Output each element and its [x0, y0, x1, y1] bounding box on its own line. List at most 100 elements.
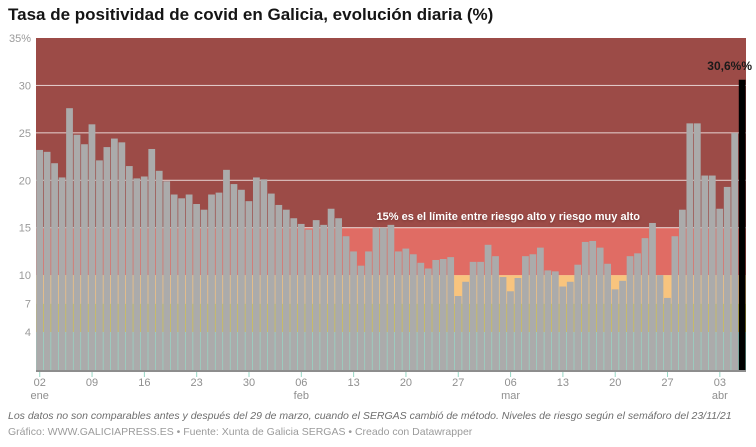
y-axis-tick-label: 15: [19, 223, 31, 235]
bar[interactable]: [619, 280, 626, 370]
bar[interactable]: [275, 204, 283, 370]
bar[interactable]: [417, 262, 425, 370]
bar[interactable]: [155, 170, 163, 370]
bar[interactable]: [357, 265, 365, 370]
bar[interactable]: [327, 208, 335, 370]
bar[interactable]: [88, 124, 96, 370]
bar[interactable]: [484, 244, 492, 370]
bar[interactable]: [611, 289, 619, 370]
bar[interactable]: [439, 259, 447, 370]
bar[interactable]: [215, 192, 223, 370]
bar[interactable]: [260, 179, 268, 370]
bar[interactable]: [312, 220, 320, 370]
bar[interactable]: [551, 271, 559, 370]
bar[interactable]: [596, 247, 604, 370]
bar[interactable]: [641, 238, 649, 370]
bar[interactable]: [103, 147, 111, 370]
bar[interactable]: [693, 123, 701, 371]
x-axis-day-label: 02: [34, 377, 46, 389]
bar[interactable]: [297, 223, 305, 370]
bar[interactable]: [656, 275, 664, 370]
bar[interactable]: [536, 247, 544, 370]
bar[interactable]: [163, 181, 171, 370]
bar[interactable]: [305, 229, 313, 370]
bar[interactable]: [701, 175, 709, 370]
bar[interactable]: [282, 209, 290, 370]
bar[interactable]: [469, 261, 477, 370]
bar[interactable]: [185, 194, 193, 370]
bar[interactable]: [454, 296, 462, 370]
bar[interactable]: [514, 277, 522, 370]
bar[interactable]: [387, 224, 395, 370]
bar[interactable]: [140, 176, 148, 370]
bar[interactable]: [671, 236, 679, 370]
bar[interactable]: [81, 144, 88, 370]
bar[interactable]: [626, 256, 634, 370]
bar[interactable]: [731, 132, 739, 370]
bar[interactable]: [36, 149, 44, 370]
bar[interactable]: [170, 194, 178, 370]
bar[interactable]: [342, 236, 350, 370]
bar[interactable]: [365, 251, 372, 370]
bar[interactable]: [604, 263, 612, 370]
bar[interactable]: [678, 209, 686, 370]
bar[interactable]: [574, 264, 582, 370]
bar[interactable]: [73, 134, 81, 370]
bar[interactable]: [96, 160, 103, 370]
bar[interactable]: [566, 281, 574, 370]
bar[interactable]: [723, 186, 731, 370]
bar[interactable]: [238, 189, 245, 370]
bar[interactable]: [522, 256, 529, 370]
bar[interactable]: [634, 253, 641, 370]
bar[interactable]: [51, 163, 58, 370]
bar[interactable]: [350, 251, 357, 370]
bar[interactable]: [499, 277, 507, 370]
bar[interactable]: [686, 123, 694, 371]
bar[interactable]: [58, 177, 66, 370]
bar[interactable]: [125, 166, 133, 370]
bar[interactable]: [380, 227, 387, 370]
bar[interactable]: [462, 281, 470, 370]
bar[interactable]: [290, 218, 298, 370]
bar[interactable]: [507, 291, 514, 370]
bar[interactable]: [424, 268, 432, 371]
bar[interactable]: [649, 222, 656, 370]
bar[interactable]: [335, 218, 342, 370]
bar[interactable]: [252, 177, 260, 370]
bar[interactable]: [447, 257, 455, 370]
bar[interactable]: [664, 297, 671, 370]
highlighted-bar[interactable]: [738, 79, 746, 371]
bar[interactable]: [110, 138, 118, 370]
bar[interactable]: [581, 241, 589, 370]
bar[interactable]: [716, 208, 724, 370]
bar[interactable]: [544, 270, 552, 370]
bar[interactable]: [267, 193, 275, 370]
bar[interactable]: [66, 108, 73, 370]
bar[interactable]: [432, 259, 440, 370]
x-axis-day-label: 09: [86, 377, 98, 389]
bar[interactable]: [208, 194, 215, 370]
bar[interactable]: [193, 204, 200, 370]
bar[interactable]: [245, 201, 253, 370]
chart-notes: Los datos no son comparables antes y des…: [8, 410, 732, 422]
bar[interactable]: [409, 254, 417, 370]
bar[interactable]: [178, 198, 186, 370]
bar[interactable]: [118, 142, 126, 370]
bar[interactable]: [394, 251, 402, 370]
bar[interactable]: [589, 240, 597, 370]
bar[interactable]: [200, 209, 208, 370]
bar[interactable]: [148, 148, 156, 370]
bar[interactable]: [133, 178, 141, 370]
bar[interactable]: [477, 261, 484, 370]
bar[interactable]: [492, 256, 499, 370]
bar[interactable]: [559, 286, 567, 370]
x-axis-tick-mark: [562, 372, 564, 377]
bar[interactable]: [223, 169, 230, 370]
bar[interactable]: [320, 224, 328, 370]
bar[interactable]: [529, 254, 537, 370]
bar[interactable]: [230, 184, 238, 370]
bar[interactable]: [372, 227, 380, 370]
bar[interactable]: [402, 248, 410, 370]
bar[interactable]: [708, 175, 716, 370]
bar[interactable]: [43, 151, 51, 370]
